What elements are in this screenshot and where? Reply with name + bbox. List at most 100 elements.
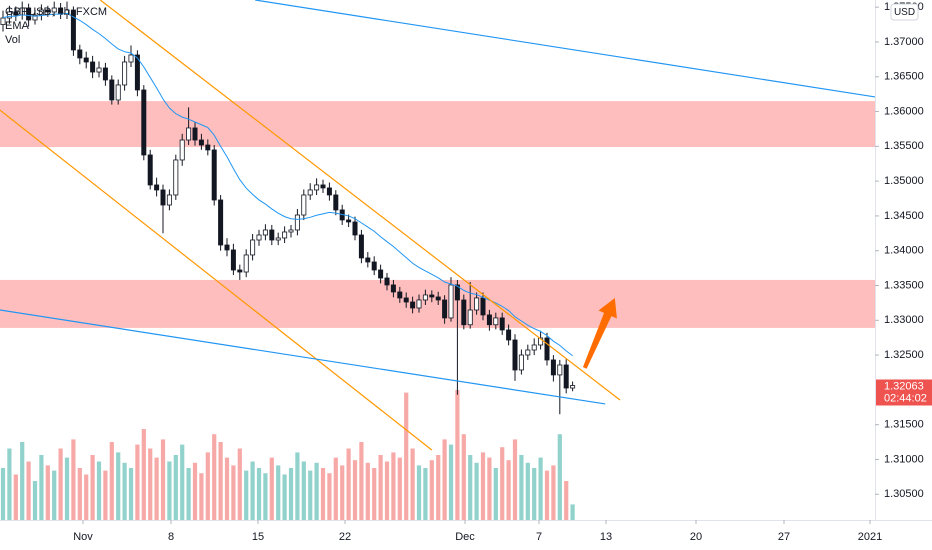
candle-body <box>275 237 281 241</box>
volume-bar <box>205 452 210 520</box>
volume-bar <box>116 452 121 520</box>
volume-bar <box>429 460 434 520</box>
y-tick-label: 1.34500 <box>884 210 924 222</box>
volume-bar <box>557 434 562 520</box>
candle-body <box>243 254 249 273</box>
candle-body <box>51 7 57 13</box>
volume-bar <box>103 470 108 520</box>
candle-body <box>390 284 396 293</box>
resistance-zone <box>0 279 875 328</box>
y-tick-label: 1.35500 <box>884 140 924 152</box>
candle-body <box>294 214 300 231</box>
volume-bar <box>58 448 63 520</box>
currency-button[interactable]: USD <box>890 3 919 21</box>
candle-body <box>160 189 166 206</box>
candle-body <box>518 354 524 371</box>
candle-body <box>378 269 384 279</box>
volume-bar <box>410 448 415 520</box>
candle-body <box>506 329 512 341</box>
volume-bar <box>314 462 319 520</box>
last-price-label: 1.32063 <box>884 380 924 392</box>
volume-bar <box>173 455 178 520</box>
volume-bar <box>288 468 294 520</box>
volume-bar <box>64 457 70 520</box>
x-tick-label: 2021 <box>858 531 882 543</box>
candle-body <box>90 61 96 73</box>
volume-bar <box>372 468 377 520</box>
candle-body <box>563 364 569 389</box>
volume-bar <box>256 468 262 520</box>
candle-body <box>13 11 19 16</box>
candle-body <box>147 154 153 186</box>
candle-body <box>557 364 563 376</box>
volume-bar <box>39 455 44 520</box>
volume-bar <box>250 461 255 520</box>
volume-bar <box>365 462 370 520</box>
currency-label[interactable]: USD <box>894 7 915 18</box>
trend-line <box>99 0 621 401</box>
volume-bar <box>455 390 460 520</box>
volume-bar <box>359 442 364 520</box>
volume-bar <box>109 442 114 520</box>
candle-body <box>179 139 185 161</box>
candle-body <box>352 221 358 236</box>
legend: GBPUSD, 4h, FXCM EMA Vol <box>5 6 107 46</box>
volume-bar <box>525 462 530 520</box>
candle-body <box>384 277 390 286</box>
candle-body <box>218 199 224 246</box>
candle-body <box>186 127 192 141</box>
candle-body <box>301 194 307 216</box>
x-tick-label: 15 <box>252 531 264 543</box>
trend-line <box>0 309 606 405</box>
candle-body <box>192 127 198 141</box>
candle-body <box>525 349 531 356</box>
volume-bar <box>397 457 402 520</box>
x-tick-label: 20 <box>690 531 702 543</box>
candle-body <box>358 234 364 259</box>
candle-body <box>307 189 313 196</box>
volume-bar <box>122 462 127 520</box>
volume-bar <box>493 468 498 520</box>
candle-body <box>45 9 51 13</box>
volume-bar <box>167 461 172 520</box>
y-tick-label: 1.33000 <box>884 314 924 326</box>
volume-bar <box>448 444 454 520</box>
volume-bar <box>135 444 140 520</box>
candle-body <box>122 61 128 86</box>
candle-body <box>166 194 172 206</box>
volume-bar <box>32 481 38 520</box>
currency-box[interactable] <box>890 3 919 21</box>
volume-bar <box>301 461 306 520</box>
candle-body <box>544 337 550 361</box>
volume-bar <box>340 465 345 520</box>
volume-bar <box>269 457 274 520</box>
volume-bar <box>276 465 281 520</box>
candle-body <box>282 231 288 239</box>
candle-body <box>70 9 76 51</box>
volume-bar <box>26 461 31 520</box>
candle-body <box>0 17 6 25</box>
volume-bar <box>263 473 268 520</box>
volume-bar <box>564 481 569 520</box>
volume-bar <box>512 439 518 520</box>
candle-body <box>531 344 537 351</box>
volume-bar <box>506 460 511 520</box>
candle-body <box>205 144 211 151</box>
x-tick-label: 8 <box>168 531 174 543</box>
candle-body <box>96 67 102 73</box>
resistance-zone <box>0 101 875 148</box>
volume-bar <box>384 461 390 520</box>
volume-bar <box>327 473 332 520</box>
y-tick-label: 1.31500 <box>884 419 924 431</box>
candle-body <box>480 297 486 316</box>
volume-bar <box>532 468 537 520</box>
forecast-arrow <box>582 297 617 369</box>
volume-bar <box>378 455 383 520</box>
volume-bar <box>519 455 524 520</box>
candle-body <box>224 244 230 251</box>
volume-bar <box>480 452 486 520</box>
candle-body <box>26 7 32 21</box>
trend-line <box>255 0 875 98</box>
y-tick-label: 1.32500 <box>884 349 924 361</box>
